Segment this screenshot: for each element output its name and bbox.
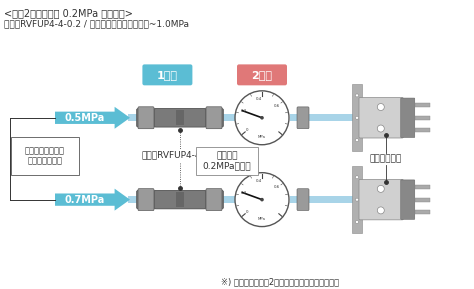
Bar: [415, 198, 429, 202]
FancyBboxPatch shape: [237, 64, 287, 85]
Text: 使用：RVFUP4-4-0.2: 使用：RVFUP4-4-0.2: [142, 150, 219, 159]
Bar: [290, 196, 300, 203]
Bar: [352, 84, 362, 151]
Circle shape: [356, 176, 358, 179]
FancyBboxPatch shape: [138, 107, 154, 129]
Text: 0.2: 0.2: [241, 191, 247, 195]
Bar: [220, 114, 237, 121]
FancyBboxPatch shape: [401, 98, 415, 138]
Bar: [128, 196, 141, 203]
FancyBboxPatch shape: [137, 190, 224, 209]
Text: MPa: MPa: [258, 216, 266, 221]
Text: 2次側: 2次側: [252, 70, 273, 80]
Bar: [220, 196, 237, 203]
Bar: [415, 185, 429, 189]
Text: MPa: MPa: [258, 135, 266, 139]
FancyBboxPatch shape: [142, 64, 192, 85]
Circle shape: [377, 125, 384, 132]
FancyBboxPatch shape: [206, 107, 222, 129]
Text: ※) 消費流量により2次側圧力は多少変動します。: ※) 消費流量により2次側圧力は多少変動します。: [221, 277, 339, 286]
Polygon shape: [55, 107, 130, 129]
Bar: [128, 114, 141, 121]
Bar: [176, 192, 184, 207]
Text: ２次側は
0.2MPaで出力: ２次側は 0.2MPaで出力: [203, 151, 251, 171]
Circle shape: [356, 139, 358, 142]
FancyBboxPatch shape: [138, 189, 154, 211]
FancyBboxPatch shape: [401, 180, 415, 219]
Bar: [196, 147, 258, 175]
Text: 0.7MPa: 0.7MPa: [64, 194, 105, 205]
Circle shape: [356, 198, 358, 201]
Circle shape: [235, 91, 289, 145]
Circle shape: [377, 185, 384, 192]
Circle shape: [235, 173, 289, 227]
Bar: [308, 114, 360, 121]
Bar: [415, 128, 429, 132]
Text: 0.2: 0.2: [241, 109, 247, 113]
Text: 0.5MPa: 0.5MPa: [64, 113, 105, 123]
FancyBboxPatch shape: [359, 98, 403, 138]
Bar: [415, 210, 429, 214]
Text: 1次側: 1次側: [157, 70, 178, 80]
Text: 0.4: 0.4: [255, 179, 262, 183]
Bar: [308, 196, 360, 203]
Text: 使用：RVFUP4-4-0.2 / 使用圧力範囲：設定圧力~1.0MPa: 使用：RVFUP4-4-0.2 / 使用圧力範囲：設定圧力~1.0MPa: [4, 19, 189, 28]
Text: 0.6: 0.6: [273, 186, 280, 190]
Circle shape: [356, 94, 358, 97]
Bar: [290, 114, 300, 121]
Bar: [11, 137, 79, 175]
Circle shape: [260, 198, 264, 201]
Bar: [415, 103, 429, 108]
FancyBboxPatch shape: [206, 189, 222, 211]
Circle shape: [260, 116, 264, 120]
Bar: [352, 166, 362, 233]
FancyBboxPatch shape: [359, 179, 403, 220]
FancyBboxPatch shape: [297, 107, 309, 129]
Text: <例：2次側圧力を 0.2MPa にしたい>: <例：2次側圧力を 0.2MPa にしたい>: [4, 8, 133, 18]
Circle shape: [377, 207, 384, 214]
Text: 0: 0: [246, 128, 249, 132]
FancyBboxPatch shape: [137, 109, 224, 127]
Text: 0: 0: [246, 210, 249, 214]
Polygon shape: [55, 189, 130, 211]
Circle shape: [356, 116, 358, 119]
Text: 0.4: 0.4: [255, 97, 262, 101]
Circle shape: [356, 221, 358, 223]
Bar: [415, 116, 429, 120]
Circle shape: [377, 103, 384, 110]
Text: １次側で異なった
圧力をかけても: １次側で異なった 圧力をかけても: [25, 146, 65, 165]
Text: 0.6: 0.6: [273, 103, 280, 108]
Bar: [176, 110, 184, 125]
FancyBboxPatch shape: [155, 109, 206, 127]
FancyBboxPatch shape: [155, 190, 206, 209]
Text: 平行チャック: 平行チャック: [370, 154, 402, 163]
FancyBboxPatch shape: [297, 189, 309, 210]
